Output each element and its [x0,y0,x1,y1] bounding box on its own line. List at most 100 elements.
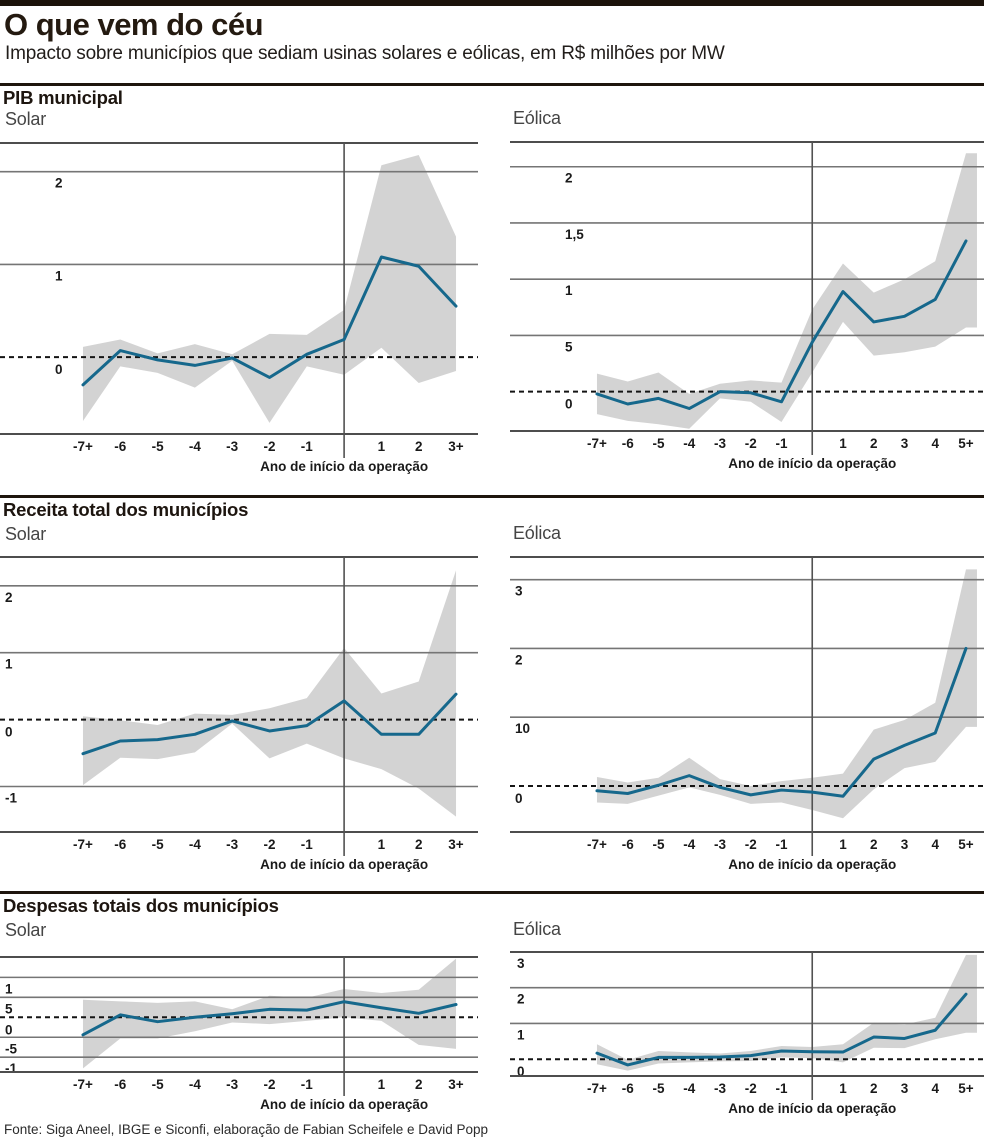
x-tick-label: -2 [745,436,757,451]
x-tick-label: -5 [652,436,664,451]
confidence-band [596,569,977,819]
pib-solar-chart: 2 1 0 -7+ -6 -5 -4 -3 -2 -1 1 2 3+ Ano de início da o… [0,142,478,474]
page-subtitle: Impacto sobre municípios que sediam usin… [5,43,725,64]
x-tick-label: -6 [114,1077,126,1092]
x-tick-label: -2 [263,439,275,454]
y-tick-label: 2 [517,992,525,1007]
x-tick-label: -3 [714,837,726,852]
y-zero-label: 0 [5,725,13,740]
y-tick-label: 3 [515,584,523,599]
x-tick-label: -7+ [587,837,607,852]
confidence-band [596,153,977,429]
chart-despesas-solar: 1 5 -5 -1 0 -7+ -6 -5 -4 -3 -2 -1 1 2 3+ Ano de início … [0,956,478,1114]
x-tick-label: -5 [152,439,164,454]
y-tick-label: 10 [515,721,530,736]
x-tick-label: 1 [839,1081,847,1096]
x-tick-label: -2 [745,1081,757,1096]
receita-solar-chart: 2 1 -1 0 -7+ -6 -5 -4 -3 -2 -1 1 2 3+ Ano de início da… [0,556,478,872]
despesas-eolica-chart: 3 2 1 0 -7+ -6 -5 -4 -3 -2 -1 1 2 3 4 5+ Ano de início d… [510,951,984,1116]
chart-pib-solar: 2 1 0 -7+ -6 -5 -4 -3 -2 -1 1 2 3+ Ano de início da o… [0,142,478,476]
receita-eolica-chart: 3 2 10 0 -7+ -6 -5 -4 -3 -2 -1 1 2 3 4 5+ Ano de início … [510,556,984,872]
section-despesas: Despesas totais dos municípios Solar 1 5 -… [0,891,984,1121]
x-tick-label: -6 [114,439,126,454]
confidence-band [596,954,977,1071]
x-tick-label: -5 [152,1077,164,1092]
y-tick-label: 5 [5,1001,13,1016]
estimate-line [81,1000,458,1037]
y-zero-label: 0 [565,397,573,412]
x-tick-label: -3 [714,436,726,451]
x-axis-title: Ano de início da operação [728,857,896,872]
y-tick-label: 1 [565,283,573,298]
x-tick-label: -4 [189,1077,201,1092]
x-tick-label: -6 [622,436,634,451]
x-tick-label: 3+ [448,837,464,852]
x-tick-label: -5 [652,837,664,852]
x-tick-label: -6 [114,837,126,852]
source-note: Fonte: Siga Aneel, IBGE e Siconfi, elabo… [4,1122,489,1137]
x-tick-label: -1 [301,1077,313,1092]
y-tick-label: 1 [5,657,13,672]
variant-label-eolica: Eólica [513,523,561,543]
top-rule [0,0,984,6]
y-zero-label: 0 [517,1064,525,1079]
y-tick-label: 2 [55,176,63,191]
variant-label-solar: Solar [5,109,47,129]
confidence-band [82,155,457,423]
x-tick-label: -4 [683,1081,695,1096]
x-tick-label: -4 [189,439,201,454]
variant-label-eolica: Eólica [513,108,561,128]
section-rule [0,495,984,498]
variant-label-eolica: Eólica [513,919,561,939]
x-tick-label: -5 [652,1081,664,1096]
page-title: O que vem do céu [4,7,264,42]
x-tick-label: -3 [226,439,238,454]
estimate-line [595,992,968,1067]
x-tick-label: -7+ [73,1077,93,1092]
y-tick-label: 2 [5,590,13,605]
estimate-line [81,255,458,387]
x-tick-label: -1 [775,837,787,852]
x-tick-label: -4 [683,837,695,852]
x-axis-title: Ano de início da operação [260,459,428,474]
x-tick-label: -1 [775,1081,787,1096]
estimate-line [595,239,968,411]
y-tick-label: 1 [5,981,13,996]
variant-label-solar: Solar [5,920,47,940]
section-rule [0,83,984,86]
pib-eolica-chart: 2 1,5 1 5 0 -7+ -6 -5 -4 -3 -2 -1 1 2 3 4 5+ Ano de iníci… [510,141,984,471]
section-title: PIB municipal [3,87,123,108]
x-tick-label: -1 [301,439,313,454]
x-tick-label: 4 [931,1081,939,1096]
confidence-band [82,958,457,1069]
y-tick-label: 2 [565,171,573,186]
x-tick-label: 2 [415,439,423,454]
x-tick-label: -5 [152,837,164,852]
x-tick-label: 2 [870,436,878,451]
y-tick-label: 1 [55,268,63,283]
y-tick-label: 5 [565,339,573,354]
x-tick-label: 5+ [958,837,974,852]
section-pib: PIB municipal Solar 2 1 0 -7+ -6 -5 -4 -3 -2 -1 1 2… [0,83,984,483]
x-tick-label: 2 [415,1077,423,1092]
x-tick-label: 2 [415,837,423,852]
despesas-solar-chart: 1 5 -5 -1 0 -7+ -6 -5 -4 -3 -2 -1 1 2 3+ Ano de início … [0,956,478,1112]
x-tick-label: 2 [870,1081,878,1096]
estimate-line [595,646,968,798]
x-tick-label: -1 [775,436,787,451]
x-tick-label: 4 [931,436,939,451]
chart-receita-eolica: 3 2 10 0 -7+ -6 -5 -4 -3 -2 -1 1 2 3 4 5+ Ano de início … [510,556,984,874]
x-tick-label: -6 [622,837,634,852]
x-tick-label: 3+ [448,439,464,454]
x-tick-label: -7+ [587,1081,607,1096]
x-axis-title: Ano de início da operação [260,857,428,872]
x-tick-label: -2 [263,837,275,852]
confidence-band [82,570,457,817]
y-tick-label: 1,5 [565,227,584,242]
chart-receita-solar: 2 1 -1 0 -7+ -6 -5 -4 -3 -2 -1 1 2 3+ Ano de início da… [0,556,478,874]
x-tick-label: 3 [901,1081,909,1096]
y-tick-label: -5 [5,1041,17,1056]
section-title: Despesas totais dos municípios [3,895,279,916]
x-tick-label: 5+ [958,1081,974,1096]
